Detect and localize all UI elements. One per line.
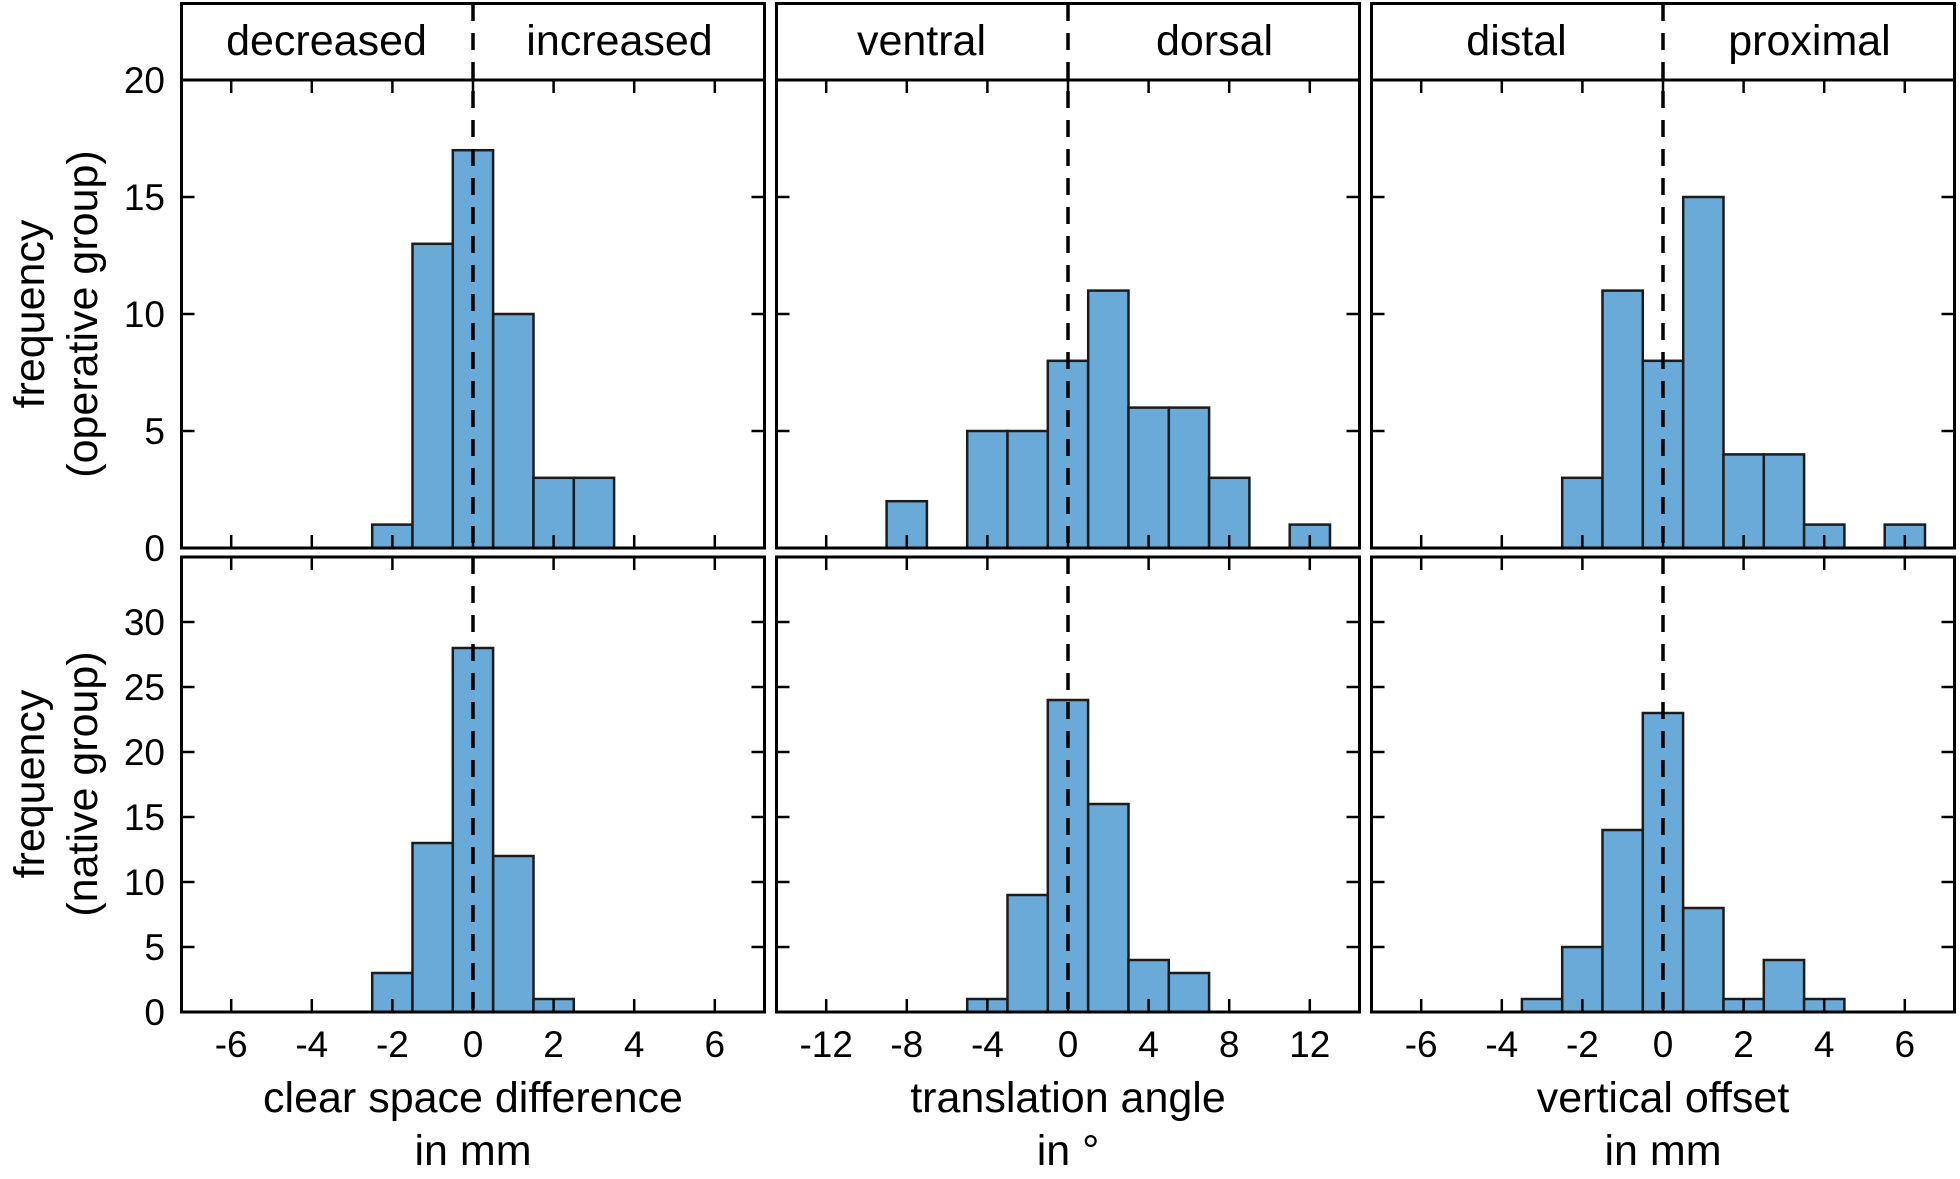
histogram-bars <box>885 289 1332 550</box>
x-tick-label: 4 <box>624 1024 645 1065</box>
x-tick-label: 0 <box>463 1024 484 1065</box>
subplot-operative-vertical-offset <box>1370 2 1956 550</box>
histogram-bars <box>1520 711 1846 1014</box>
x-tick-label: 2 <box>543 1024 564 1065</box>
x-axis-label-line: in mm <box>1604 1127 1722 1175</box>
x-tick-label: 4 <box>1138 1024 1159 1065</box>
y-tick-label: 10 <box>124 862 165 903</box>
subplot-operative-clear-space: 0 5 10 15 20 <box>124 2 766 569</box>
histogram-bar <box>1601 289 1645 550</box>
x-tick-label: -8 <box>890 1024 923 1065</box>
header-label-left: distal <box>1466 17 1567 65</box>
x-tick-label: -4 <box>1485 1024 1518 1065</box>
x-tick-label: 8 <box>1219 1024 1240 1065</box>
header-label-right: dorsal <box>1155 17 1274 65</box>
histogram-bar <box>1762 958 1806 1014</box>
header-label-left: ventral <box>856 17 987 65</box>
x-tick-label: 0 <box>1058 1024 1079 1065</box>
histogram-bar <box>1167 971 1211 1014</box>
y-tick-label: 20 <box>124 60 165 101</box>
subplot-operative-translation-angle <box>775 2 1361 550</box>
y-tick-label: 5 <box>144 411 165 452</box>
histogram-bars <box>1560 195 1927 550</box>
x-tick-label: 2 <box>1733 1024 1754 1065</box>
x-tick-label: -2 <box>1566 1024 1599 1065</box>
histogram-bars <box>965 698 1211 1014</box>
histogram-bar <box>1086 289 1130 550</box>
y-tick-label: 5 <box>144 927 165 968</box>
subplot-native-vertical-offset: -6 -4 -2 0 2 4 6 <box>1370 555 1956 1065</box>
y-tick-label: 20 <box>124 732 165 773</box>
histogram-bar <box>1520 997 1564 1014</box>
histogram-bar <box>1681 195 1725 550</box>
x-tick-label: -4 <box>295 1024 328 1065</box>
x-tick-label: 4 <box>1814 1024 1835 1065</box>
axis-ticks <box>181 80 765 548</box>
x-axis-label-clear-space: clear space difference in mm <box>263 1072 683 1178</box>
x-axis-label-line: in ° <box>1036 1127 1100 1175</box>
y-tick-label: 15 <box>124 797 165 838</box>
histogram-bar <box>572 476 616 550</box>
y-axis-label-line: (native group) <box>59 651 107 917</box>
y-axis-label-native: frequency (native group) <box>4 504 110 1064</box>
y-tick-label: 0 <box>144 528 165 569</box>
x-tick-label: -6 <box>215 1024 248 1065</box>
y-tick-label: 15 <box>124 177 165 218</box>
histogram-bar <box>965 429 1009 550</box>
histogram-bar <box>411 242 455 550</box>
subplot-native-translation-angle: -12 -8 -4 0 4 8 12 <box>775 555 1361 1065</box>
histogram-bars <box>370 148 616 550</box>
x-axis-label-line: clear space difference <box>263 1074 683 1122</box>
header-label-left: decreased <box>226 17 427 65</box>
x-tick-label: 0 <box>1653 1024 1674 1065</box>
x-tick-label: -6 <box>1405 1024 1438 1065</box>
histogram-bar <box>1127 406 1171 550</box>
histogram-bar <box>1722 453 1766 550</box>
header-band-vertical-offset: distal proximal <box>1370 3 1956 79</box>
y-tick-label: 10 <box>124 294 165 335</box>
histogram-bar <box>1006 429 1050 550</box>
header-band-translation-angle: ventral dorsal <box>775 3 1361 79</box>
header-label-right: proximal <box>1728 17 1891 65</box>
histogram-bar <box>411 841 455 1014</box>
x-axis-label-vertical-offset: vertical offset in mm <box>1537 1072 1790 1178</box>
histogram-bar <box>491 854 535 1014</box>
x-tick-label: -4 <box>971 1024 1004 1065</box>
axis-ticks <box>776 80 1360 548</box>
histogram-bar <box>1762 453 1806 550</box>
header-band-clear-space: decreased increased <box>180 3 766 79</box>
histogram-bar <box>1086 802 1130 1014</box>
x-axis-label-line: in mm <box>414 1127 532 1175</box>
histogram-bar <box>1006 893 1050 1014</box>
x-tick-label: 12 <box>1289 1024 1330 1065</box>
histogram-bar <box>1681 906 1725 1014</box>
x-axis-label-line: translation angle <box>910 1074 1226 1122</box>
x-tick-label: 6 <box>705 1024 726 1065</box>
y-tick-label: 0 <box>144 992 165 1033</box>
x-tick-label: -2 <box>376 1024 409 1065</box>
x-tick-label: 6 <box>1895 1024 1916 1065</box>
histogram-bar <box>1167 406 1211 550</box>
x-axis-label-translation-angle: translation angle in ° <box>910 1072 1226 1178</box>
subplot-native-clear-space: 0 5 10 15 20 25 30 -6 -4 -2 0 2 4 6 <box>124 555 766 1065</box>
histogram-bar <box>1601 828 1645 1014</box>
header-label-right: increased <box>526 17 713 65</box>
y-tick-label: 25 <box>124 667 165 708</box>
histogram-bar <box>491 312 535 550</box>
y-tick-label: 30 <box>124 602 165 643</box>
y-axis-label-line: frequency <box>6 689 54 879</box>
x-tick-label: -12 <box>799 1024 852 1065</box>
x-axis-label-line: vertical offset <box>1536 1074 1790 1122</box>
